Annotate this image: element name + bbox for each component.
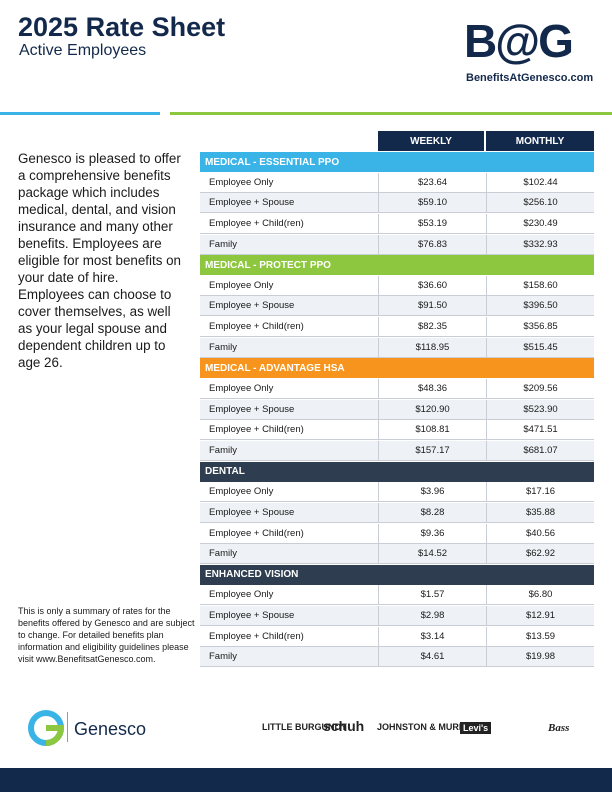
row-label: Family (200, 234, 378, 255)
weekly-rate: $1.57 (378, 585, 486, 606)
monthly-rate: $13.59 (486, 626, 594, 647)
weekly-rate: $59.10 (378, 193, 486, 214)
section-header: MEDICAL - PROTECT PPO (200, 255, 594, 276)
brand-logo: JOHNSTON & MURPHY (377, 722, 478, 732)
weekly-rate: $53.19 (378, 213, 486, 234)
row-label: Employee + Child(ren) (200, 420, 378, 441)
brand-logo: schuh (323, 718, 365, 734)
row-label: Employee + Spouse (200, 399, 378, 420)
monthly-rate: $209.56 (486, 379, 594, 400)
genesco-icon (28, 710, 64, 746)
row-label: Employee Only (200, 276, 378, 296)
monthly-rate: $158.60 (486, 275, 594, 296)
section-header: MEDICAL - ESSENTIAL PPO (200, 152, 594, 172)
row-label: Employee + Spouse (200, 606, 378, 627)
weekly-rate: $82.35 (378, 317, 486, 338)
monthly-rate: $471.51 (486, 420, 594, 441)
subtitle: Active Employees (19, 42, 147, 59)
weekly-rate: $3.14 (378, 626, 486, 647)
weekly-rate: $157.17 (378, 440, 486, 461)
row-label: Family (200, 337, 378, 358)
brand-logo: Bass (548, 722, 570, 734)
monthly-rate: $681.07 (486, 440, 594, 461)
row-label: Employee + Child(ren) (200, 214, 378, 234)
monthly-rate: $256.10 (486, 193, 594, 214)
weekly-rate: $3.96 (378, 482, 486, 503)
weekly-rate: $8.28 (378, 502, 486, 523)
monthly-rate: $396.50 (486, 296, 594, 317)
monthly-rate: $523.90 (486, 399, 594, 420)
weekly-rate: $2.98 (378, 606, 486, 627)
weekly-rate: $76.83 (378, 234, 486, 255)
row-label: Employee Only (200, 482, 378, 503)
monthly-rate: $6.80 (486, 585, 594, 606)
row-label: Employee Only (200, 585, 378, 606)
monthly-rate: $230.49 (486, 213, 594, 234)
title: 2025 Rate Sheet (18, 12, 226, 42)
separator (67, 712, 68, 742)
column-header: MONTHLY (486, 131, 594, 151)
note: This is only a summary of rates for the … (18, 606, 195, 664)
intro: Genesco is pleased to offer a comprehens… (18, 151, 182, 370)
column-header: WEEKLY (378, 131, 484, 151)
row-label: Employee + Spouse (200, 296, 378, 317)
row-label: Employee Only (200, 379, 378, 400)
weekly-rate: $120.90 (378, 399, 486, 420)
weekly-rate: $4.61 (378, 647, 486, 668)
monthly-rate: $102.44 (486, 172, 594, 193)
divider-blue (0, 112, 160, 115)
footer-bar (0, 768, 612, 792)
monthly-rate: $40.56 (486, 523, 594, 544)
brand-logo: LITTLE BURGUNDY (262, 722, 347, 732)
logo: B@G (464, 15, 574, 67)
section-header: MEDICAL - ADVANTAGE HSA (200, 358, 594, 379)
weekly-rate: $118.95 (378, 337, 486, 358)
row-label: Employee + Child(ren) (200, 524, 378, 544)
row-label: Employee + Child(ren) (200, 317, 378, 338)
row-label: Employee + Spouse (200, 502, 378, 523)
brand-logo: Levi's (460, 722, 492, 734)
weekly-rate: $23.64 (378, 172, 486, 193)
monthly-rate: $356.85 (486, 317, 594, 338)
monthly-rate: $62.92 (486, 544, 594, 565)
weekly-rate: $9.36 (378, 523, 486, 544)
row-label: Employee Only (200, 173, 378, 193)
monthly-rate: $12.91 (486, 606, 594, 627)
weekly-rate: $108.81 (378, 420, 486, 441)
brand: Genesco (74, 719, 147, 739)
monthly-rate: $332.93 (486, 234, 594, 255)
weekly-rate: $91.50 (378, 296, 486, 317)
monthly-rate: $17.16 (486, 482, 594, 503)
monthly-rate: $515.45 (486, 337, 594, 358)
monthly-rate: $35.88 (486, 502, 594, 523)
row-label: Family (200, 544, 378, 565)
logo-url: BenefitsAtGenesco.com (466, 72, 594, 84)
weekly-rate: $48.36 (378, 379, 486, 400)
weekly-rate: $14.52 (378, 544, 486, 565)
row-label: Family (200, 647, 378, 668)
row-label: Family (200, 440, 378, 461)
row-label: Employee + Child(ren) (200, 627, 378, 647)
divider-green (170, 112, 612, 115)
section-header: DENTAL (200, 461, 594, 482)
monthly-rate: $19.98 (486, 647, 594, 668)
weekly-rate: $36.60 (378, 275, 486, 296)
row-label: Employee + Spouse (200, 193, 378, 214)
section-header: ENHANCED VISION (200, 564, 594, 585)
